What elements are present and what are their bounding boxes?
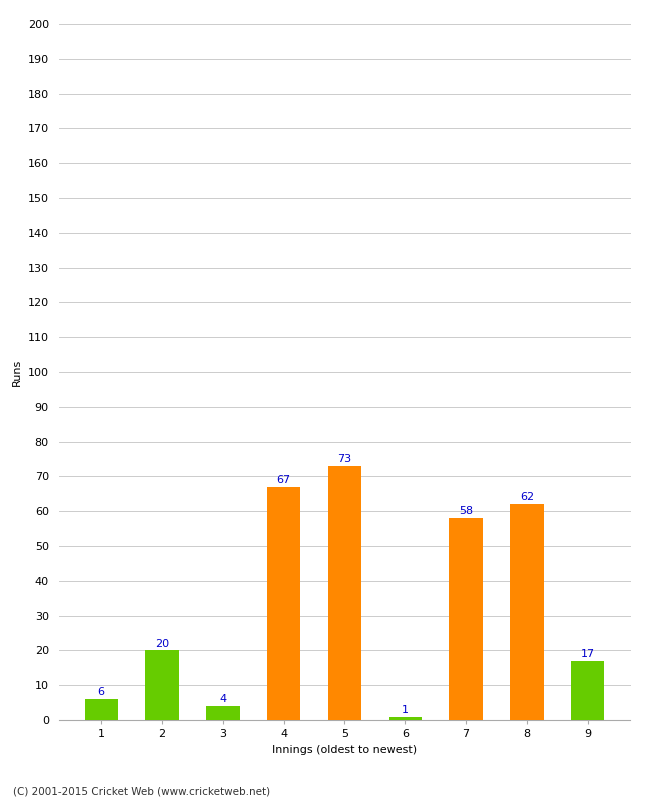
Bar <box>146 650 179 720</box>
Bar <box>571 661 604 720</box>
X-axis label: Innings (oldest to newest): Innings (oldest to newest) <box>272 745 417 754</box>
Text: 67: 67 <box>277 475 291 485</box>
Bar <box>328 466 361 720</box>
Bar <box>510 504 543 720</box>
Bar <box>449 518 483 720</box>
Bar <box>389 717 422 720</box>
Text: 17: 17 <box>580 649 595 659</box>
Bar <box>267 487 300 720</box>
Text: 4: 4 <box>219 694 226 704</box>
Text: 62: 62 <box>520 493 534 502</box>
Text: (C) 2001-2015 Cricket Web (www.cricketweb.net): (C) 2001-2015 Cricket Web (www.cricketwe… <box>13 786 270 796</box>
Text: 1: 1 <box>402 705 409 714</box>
Y-axis label: Runs: Runs <box>12 358 22 386</box>
Text: 73: 73 <box>337 454 352 464</box>
Text: 20: 20 <box>155 638 169 649</box>
Bar <box>206 706 240 720</box>
Text: 6: 6 <box>98 687 105 698</box>
Bar <box>84 699 118 720</box>
Text: 58: 58 <box>459 506 473 517</box>
